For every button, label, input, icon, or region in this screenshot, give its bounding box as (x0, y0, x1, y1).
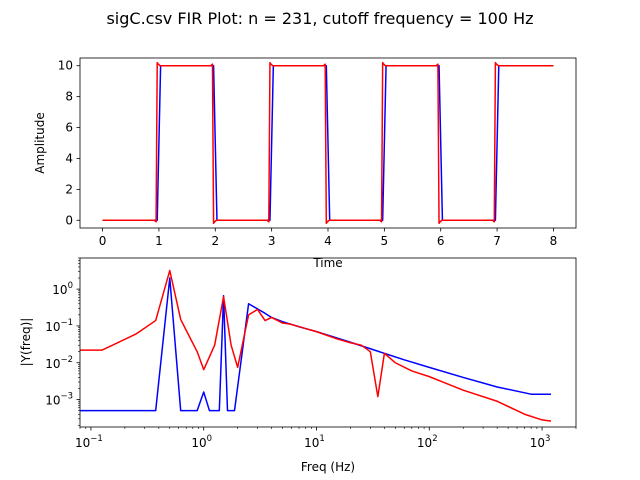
freq-x-tick-label: 100 (191, 434, 212, 450)
time-y-tick-label: 2 (65, 182, 73, 196)
frequency-x-axis-label: Freq (Hz) (301, 460, 355, 474)
time-series-line-1 (102, 61, 554, 225)
time-y-axis-label: Amplitude (33, 112, 47, 174)
time-y-tick-label: 0 (65, 213, 73, 227)
freq-x-tick-label: 102 (417, 434, 438, 450)
freq-y-tick-label: 10−2 (45, 355, 73, 371)
freq-x-tick-label: 103 (530, 434, 551, 450)
time-y-tick-label: 10 (58, 59, 73, 73)
frequency-plot-frame (79, 257, 577, 428)
time-x-tick-label: 3 (268, 234, 276, 248)
time-x-tick-label: 4 (324, 234, 332, 248)
time-series-line-0 (102, 64, 554, 222)
time-x-tick-label: 2 (211, 234, 219, 248)
spectrum-series-line-0 (80, 277, 551, 412)
freq-y-tick-label: 10−3 (45, 392, 73, 408)
time-x-tick-label: 8 (550, 234, 558, 248)
time-y-tick-label: 6 (65, 121, 73, 135)
time-x-tick-label: 0 (99, 234, 107, 248)
freq-y-tick-label: 10−1 (45, 318, 73, 334)
time-x-tick-label: 1 (155, 234, 163, 248)
time-y-tick-label: 4 (65, 151, 73, 165)
time-x-axis-label: Time (312, 256, 342, 270)
freq-x-tick-label: 101 (304, 434, 325, 450)
time-x-tick-label: 5 (381, 234, 389, 248)
time-x-tick-label: 7 (493, 234, 501, 248)
freq-y-tick-label: 100 (52, 281, 73, 297)
frequency-y-axis-label: |Y(freq)| (19, 318, 33, 367)
time-x-tick-label: 6 (437, 234, 445, 248)
time-domain-axes: 0 1 2 3 4 5 6 7 8 0 2 4 6 8 10 Time Amplitude (33, 57, 577, 270)
spectrum-series-line-1 (80, 269, 552, 422)
freq-x-tick-label: 10−1 (75, 434, 103, 450)
chart-title: sigC.csv FIR Plot: n = 231, cutoff frequ… (106, 9, 533, 28)
time-y-tick-label: 8 (65, 90, 73, 104)
frequency-domain-axes: 10−1 100 101 102 103 10−3 10−2 10−1 100 Freq (H… (19, 257, 577, 474)
